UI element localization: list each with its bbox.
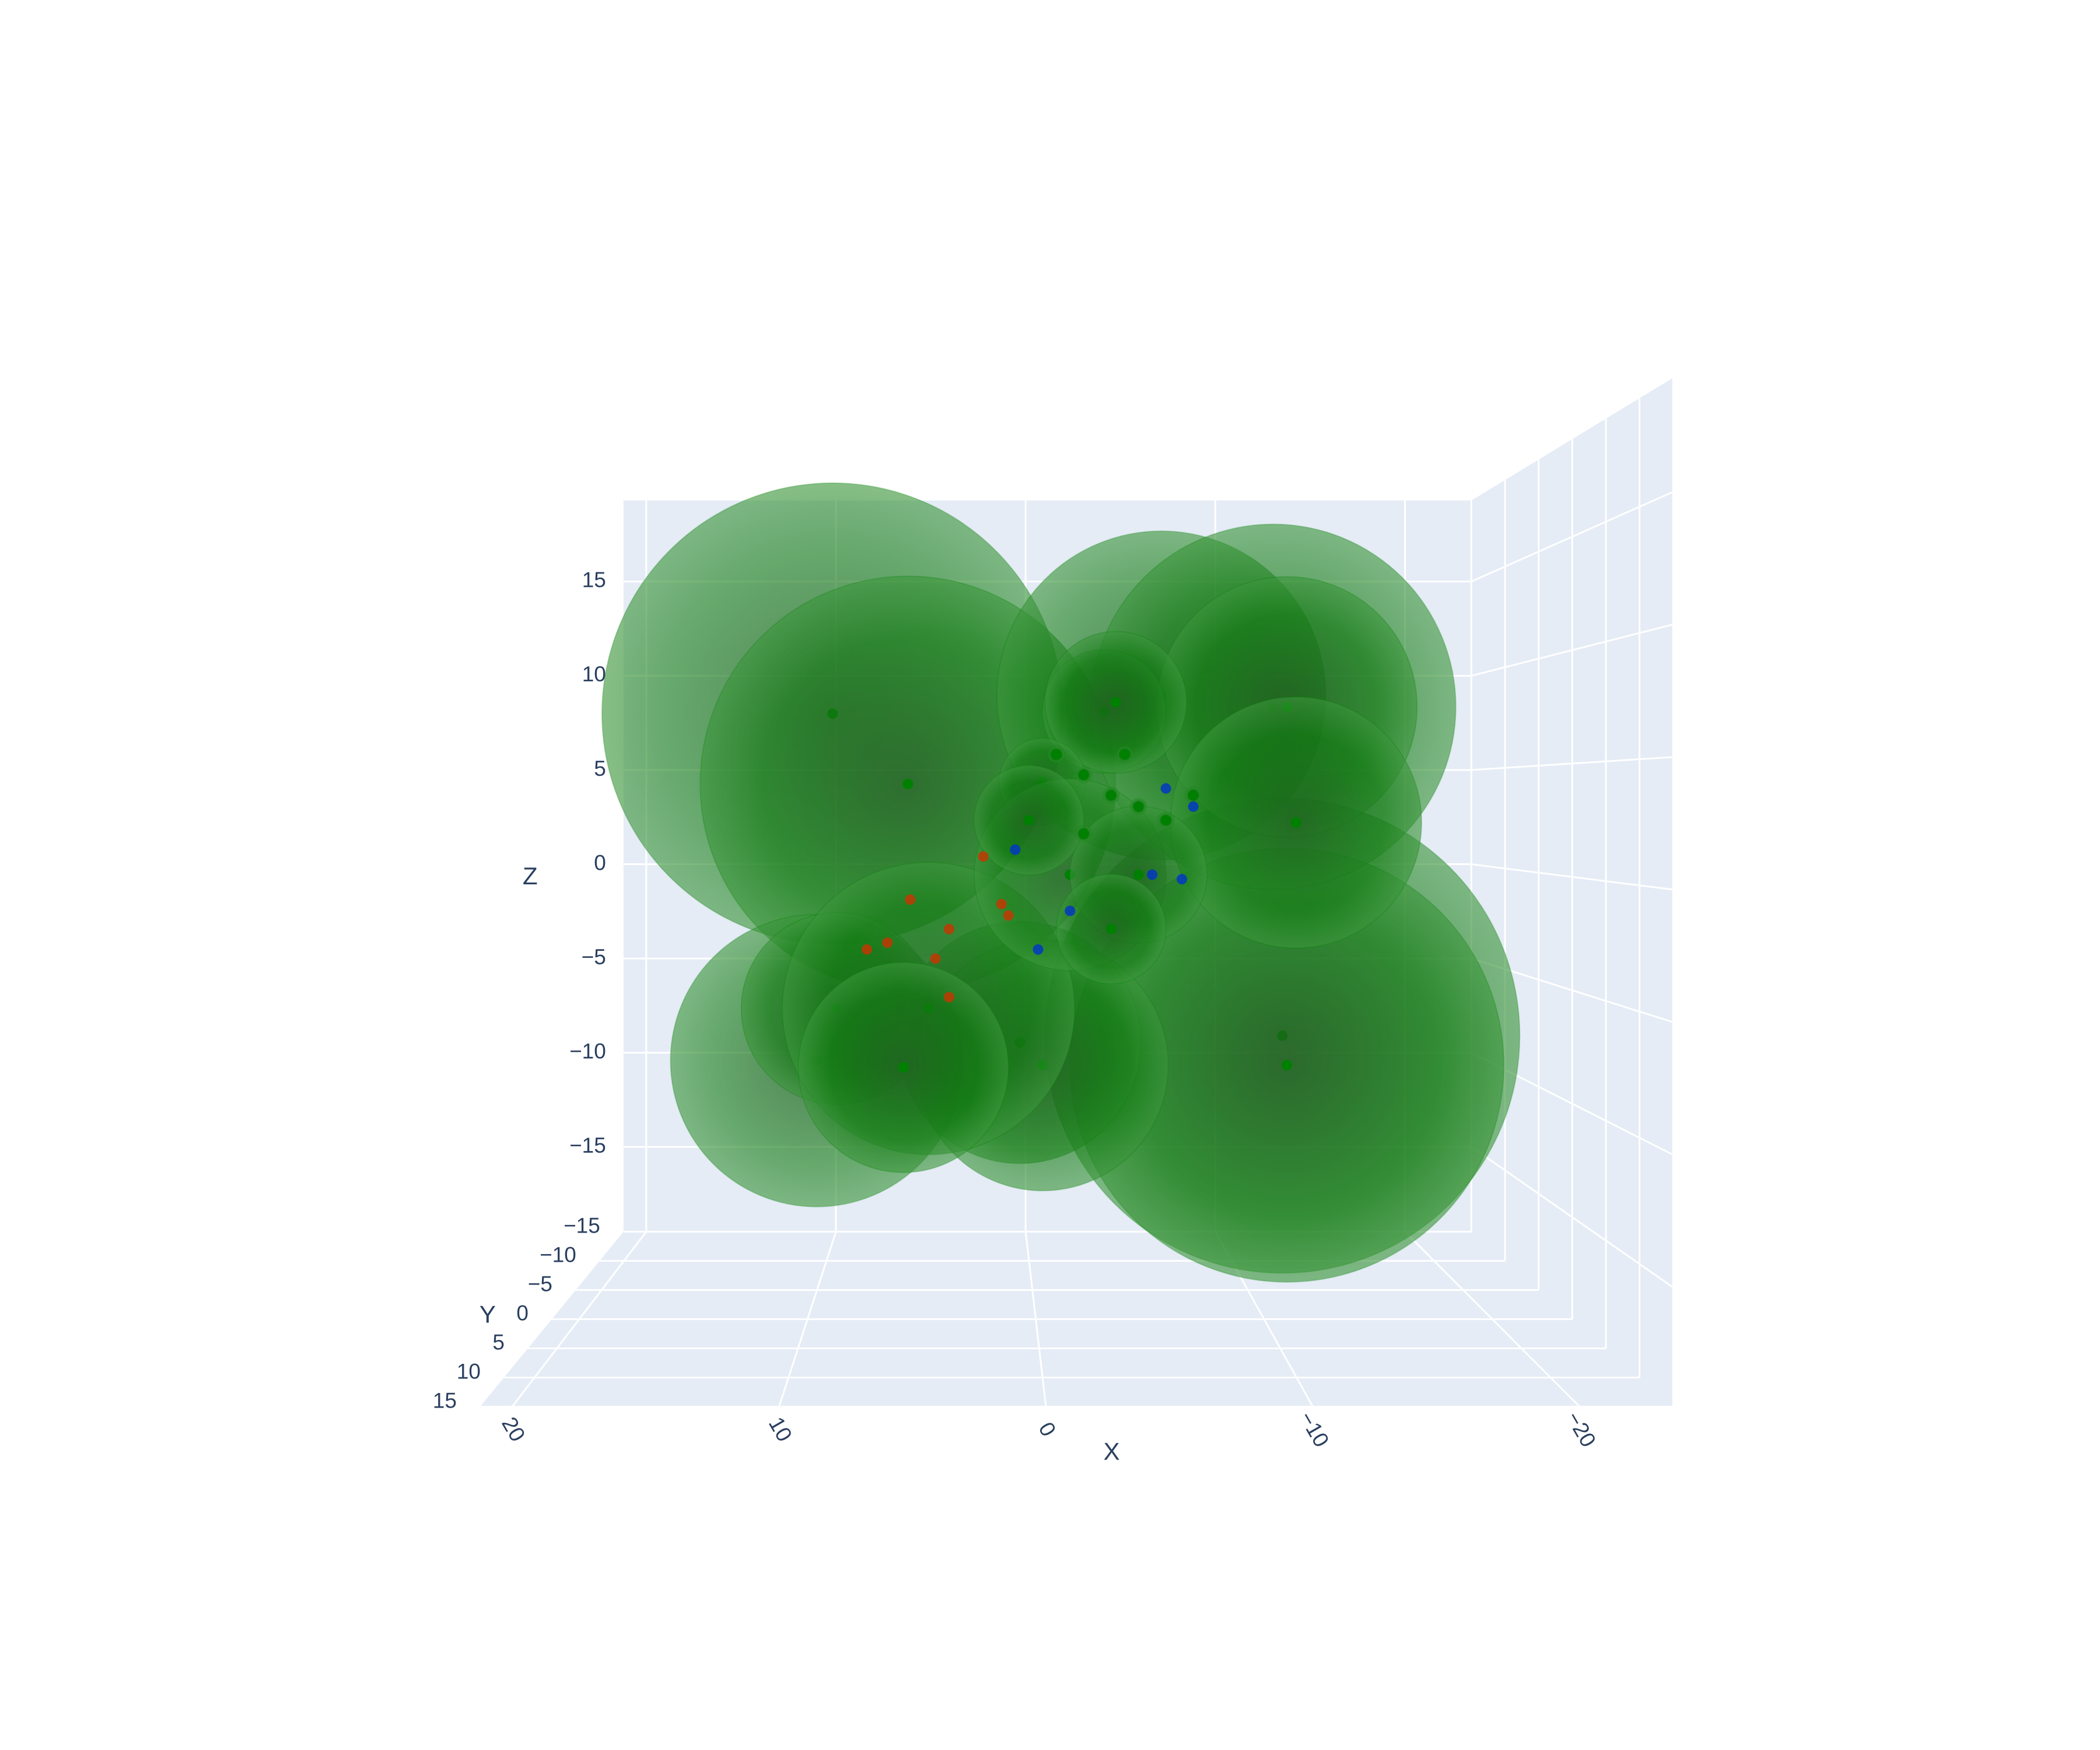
- sphere-center: [1188, 790, 1199, 801]
- sphere-center: [1133, 869, 1144, 880]
- sphere-center: [1105, 790, 1116, 801]
- x-tick-label: 20: [497, 1413, 530, 1446]
- sphere-center: [1078, 769, 1089, 780]
- z-axis-title: Z: [523, 862, 538, 890]
- z-tick-label: 15: [582, 568, 606, 592]
- y-tick-label: 0: [516, 1301, 528, 1325]
- point-marker: [1003, 910, 1014, 921]
- z-tick-label: −15: [569, 1133, 606, 1157]
- point-marker: [1160, 783, 1171, 794]
- z-grid-line: [1471, 491, 1674, 583]
- y-tick-label: 5: [492, 1330, 505, 1354]
- point-marker: [882, 937, 893, 949]
- point-marker: [996, 898, 1007, 909]
- point-marker: [943, 992, 954, 1003]
- z-tick-label: 5: [594, 757, 606, 780]
- point-marker: [1010, 844, 1021, 855]
- point-marker: [978, 851, 989, 862]
- y-tick-label: 10: [457, 1359, 481, 1383]
- x-axis-title: X: [1104, 1438, 1120, 1465]
- sphere-center: [1160, 815, 1171, 826]
- z-grid-line: [1471, 623, 1674, 677]
- y-tick-label: 15: [433, 1388, 457, 1412]
- point-marker: [905, 894, 916, 905]
- point-marker: [1177, 874, 1188, 885]
- z-grid-line: [1471, 1146, 1674, 1289]
- x-tick-label: 0: [1034, 1418, 1060, 1440]
- sphere-center: [1051, 749, 1062, 760]
- sphere-center: [1078, 828, 1089, 839]
- x-tick-label: −20: [1562, 1408, 1601, 1451]
- data-marks: [601, 482, 1521, 1283]
- sphere-center: [898, 1062, 909, 1073]
- sphere-center: [1119, 749, 1130, 760]
- z-grid-line: [1471, 863, 1674, 891]
- sphere-center: [1023, 815, 1034, 826]
- y-tick-label: −15: [564, 1213, 600, 1237]
- sphere-center: [1110, 696, 1121, 708]
- point-marker: [1147, 869, 1158, 880]
- point-marker: [1188, 801, 1199, 812]
- sphere-center: [1282, 1060, 1293, 1071]
- y-axis-title: Y: [480, 1301, 496, 1328]
- sphere-center: [1133, 801, 1144, 812]
- point-marker: [1065, 905, 1076, 916]
- z-tick-label: 0: [594, 850, 606, 874]
- x-tick-label: −10: [1294, 1408, 1334, 1451]
- y-tick-label: −5: [528, 1272, 552, 1296]
- z-tick-label: −10: [569, 1039, 606, 1063]
- point-marker: [1032, 944, 1044, 955]
- point-marker: [930, 953, 941, 964]
- z-tick-label: −5: [582, 945, 606, 969]
- x-tick-label: 10: [764, 1413, 797, 1446]
- z-grid-line: [1471, 756, 1674, 771]
- point-marker: [862, 944, 873, 955]
- point-marker: [943, 923, 954, 935]
- sphere-center: [1105, 923, 1116, 935]
- y-tick-label: −10: [540, 1242, 576, 1266]
- sphere-center: [902, 778, 914, 789]
- z-tick-label: 10: [582, 662, 606, 686]
- sphere-center: [1290, 817, 1301, 828]
